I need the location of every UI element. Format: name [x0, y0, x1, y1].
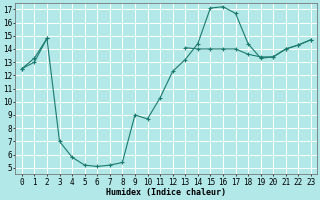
X-axis label: Humidex (Indice chaleur): Humidex (Indice chaleur) — [106, 188, 226, 197]
